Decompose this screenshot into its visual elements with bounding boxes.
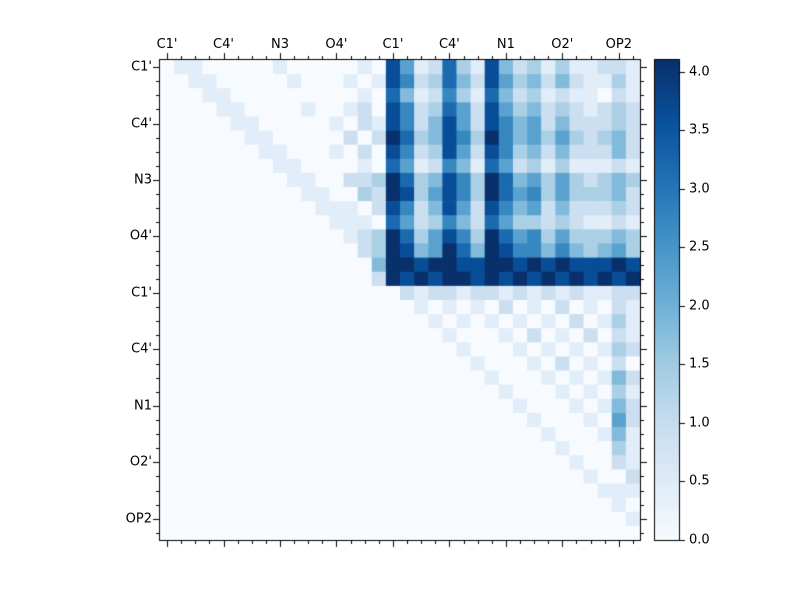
heatmap-figure: C1' C4' N3 O4' C1' C4' N1 O2' OP2 C1' C4' N3 O4' C1' C…: [0, 0, 800, 600]
heatmap-canvas: [0, 0, 800, 600]
